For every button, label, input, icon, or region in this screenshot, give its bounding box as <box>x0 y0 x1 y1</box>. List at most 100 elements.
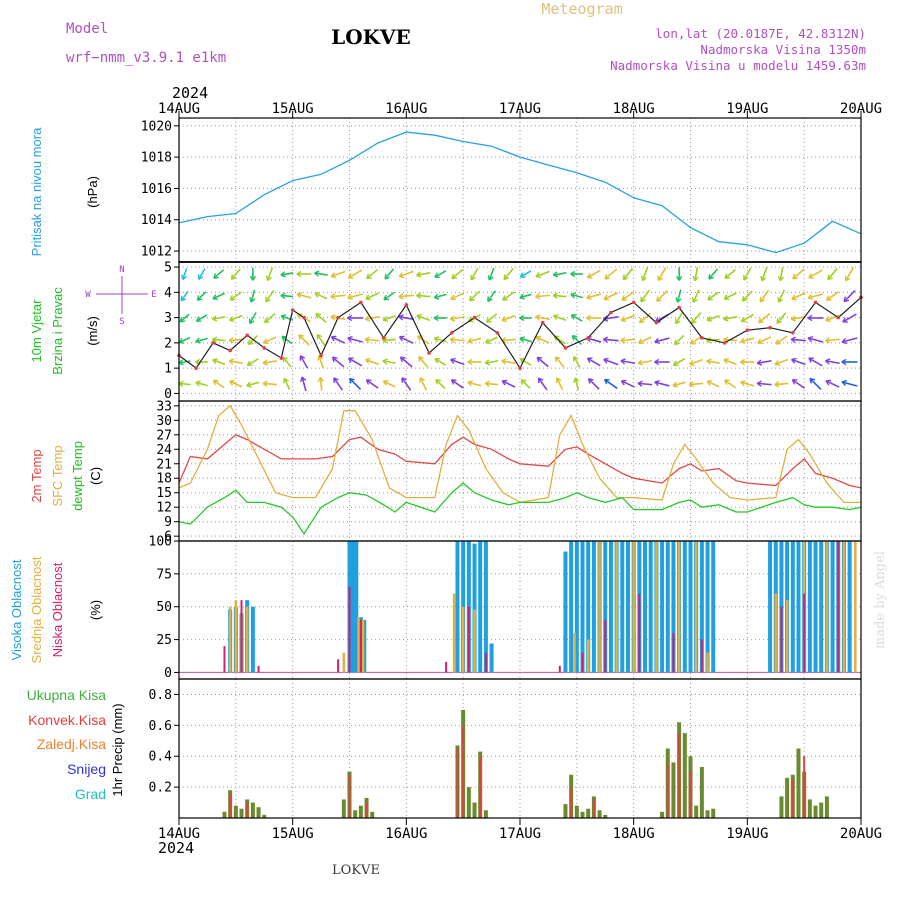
wind-arrow-head <box>384 276 391 280</box>
clouds-bar <box>257 665 260 673</box>
wind-arrow-head <box>347 297 353 301</box>
wind-arrow-head <box>740 381 745 387</box>
clouds-bar <box>604 619 607 673</box>
wind-arrow <box>792 268 805 280</box>
wind-arrow <box>759 289 770 303</box>
wind-arrow-head <box>398 293 404 298</box>
wind-arrow <box>723 292 737 300</box>
wind-arrow-head <box>265 275 269 281</box>
wind-arrow-head <box>228 337 234 342</box>
wind-arrow-head <box>602 336 609 340</box>
wind-speed-point <box>359 300 363 305</box>
precipitation-bar <box>671 762 676 818</box>
wind-arrow <box>315 313 327 323</box>
wind-arrow <box>758 312 771 324</box>
precipitation-bar <box>660 811 665 818</box>
wind-arrow-head <box>434 296 440 300</box>
wind-arrow-head <box>692 298 698 303</box>
wind-arrow-head <box>779 276 785 282</box>
time-label-top: 17AUG <box>499 101 541 117</box>
credit-label: made by Angel <box>873 551 888 649</box>
wind-arrow <box>741 290 753 302</box>
wind-arrow <box>791 379 806 389</box>
wind-arrow-head <box>841 379 848 383</box>
wind-arrow <box>622 267 634 281</box>
precipitation-bar <box>779 796 784 818</box>
wind-speed-point <box>495 330 500 335</box>
wind-arrow-head <box>672 381 677 387</box>
wind-arrow-head <box>760 275 763 281</box>
wind-arrow <box>740 337 755 343</box>
wind-arrow <box>520 358 532 366</box>
wind-arrow-head <box>570 273 576 278</box>
wind-arrow-head <box>707 294 711 301</box>
precipitation-bar <box>694 805 699 818</box>
precipitation-bar <box>456 748 459 818</box>
wind-arrow-head <box>212 336 218 341</box>
wind-arrow-head <box>808 357 812 363</box>
precipitation-bar <box>348 774 351 818</box>
wind-arrow-head <box>485 342 491 344</box>
wind-arrow-head <box>807 335 814 339</box>
wind-arrow-head <box>229 319 235 322</box>
wind-arrow <box>791 315 806 321</box>
wind-arrow-head <box>383 294 387 301</box>
wind-arrow <box>706 380 720 388</box>
clouds-bar <box>790 541 795 673</box>
wind-arrow-head <box>757 342 763 345</box>
clouds-bar <box>615 541 618 673</box>
wind-arrow-head <box>398 336 403 342</box>
wind-arrow-head <box>707 379 713 382</box>
precipitation-bar <box>472 802 477 818</box>
wind-arrow-head <box>331 335 337 338</box>
wind-arrow-head <box>825 358 831 362</box>
wind-arrow <box>365 358 380 366</box>
wind-arrow <box>197 268 206 280</box>
wind-arrow <box>757 336 772 344</box>
wind-arrow <box>673 334 685 346</box>
clouds-bar <box>706 652 709 673</box>
wind-arrow <box>694 267 699 281</box>
wind-arrow-head <box>708 274 711 280</box>
wind-arrow <box>330 294 346 298</box>
precipitation-bar <box>705 810 710 818</box>
temperature-series-line <box>178 404 861 504</box>
wind-arrow-head <box>678 275 683 281</box>
clouds-bar <box>228 606 232 673</box>
wind-arrow-head <box>249 275 254 281</box>
wind-arrow <box>826 291 839 301</box>
wind-arrow <box>825 359 840 365</box>
wind-arrow-head <box>195 316 200 322</box>
wind-arrow-head <box>571 335 575 341</box>
wind-arrow-head <box>790 318 797 322</box>
clouds-bar <box>847 541 852 673</box>
wind-arrow-head <box>229 295 233 301</box>
clouds-bar <box>586 639 590 673</box>
wind-arrow-head <box>637 382 643 387</box>
wind-arrow-head <box>501 316 506 321</box>
wind-arrow-head <box>434 336 440 340</box>
wind-arrow-head <box>416 274 422 278</box>
wind-arrow-head <box>228 315 234 321</box>
wind-arrow <box>470 267 479 281</box>
wind-arrow-head <box>706 339 712 344</box>
wind-arrow-head <box>347 314 353 319</box>
lonlat-label: lon,lat (20.0187E, 42.8312N) <box>655 26 866 41</box>
wind-arrow-head <box>331 357 335 363</box>
wind-arrow-head <box>252 275 257 281</box>
wind-arrow-head <box>706 315 711 321</box>
wind-arrow <box>620 338 636 342</box>
wind-arrow <box>791 292 806 300</box>
wind-arrow-head <box>333 377 339 381</box>
wind-arrow <box>519 293 532 299</box>
wind-arrow <box>434 270 447 278</box>
wind-arrow-head <box>349 378 352 384</box>
wind-arrow <box>587 357 601 367</box>
wind-arrow-head <box>301 376 307 381</box>
wind-arrow <box>383 380 396 388</box>
wind-speed-point <box>609 310 613 315</box>
wind-arrow-head <box>450 298 456 301</box>
wind-speed-point <box>472 315 477 320</box>
wind-arrow-head <box>774 363 781 366</box>
wind-arrow-head <box>535 336 540 342</box>
